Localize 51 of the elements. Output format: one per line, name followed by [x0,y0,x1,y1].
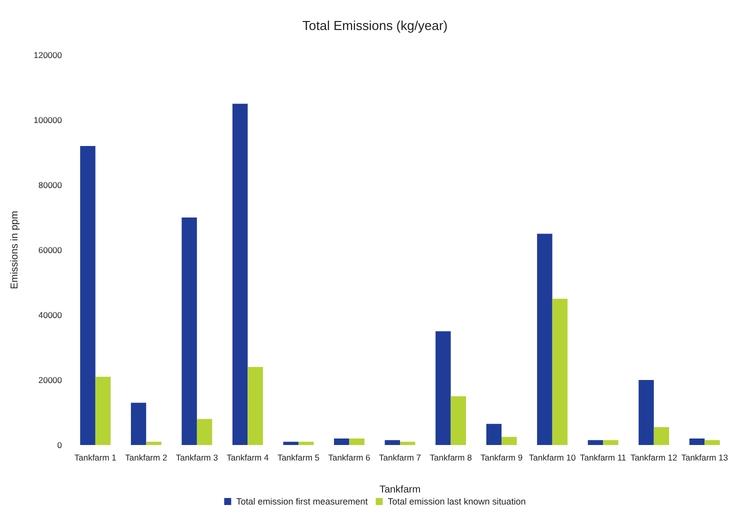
y-tick-label: 100000 [34,115,62,125]
legend-label: Total emission last known situation [388,496,526,506]
bar [638,380,654,445]
legend-label: Total emission first measurement [236,496,368,506]
bar [603,440,618,445]
x-tick-label: Tankfarm 1 [74,452,117,462]
bar [248,367,263,445]
x-tick-label: Tankfarm 9 [480,452,523,462]
x-tick-label: Tankfarm 7 [378,452,422,462]
x-tick-label: Tankfarm 2 [125,452,168,462]
x-tick-label: Tankfarm 12 [630,452,678,462]
bar [704,440,720,445]
x-tick-label: Tankfarm 10 [528,452,576,462]
x-tick-label: Tankfarm 3 [176,452,218,462]
x-tick-label: Tankfarm 4 [226,452,269,462]
x-tick-label: Tankfarm 5 [277,452,320,462]
bar [552,298,568,445]
bar [298,442,314,445]
bar [130,402,146,445]
x-tick-label: Tankfarm 6 [328,452,371,462]
bar [400,442,416,445]
bar [537,234,552,445]
y-tick-label: 40000 [38,310,62,320]
y-tick-label: 60000 [38,245,62,255]
x-axis-title: Tankfarm [379,484,421,496]
bar [146,442,162,445]
bar [196,419,212,445]
bar [689,438,705,445]
bar [588,440,604,445]
chart-title: Total Emissions (kg/year) [302,18,448,33]
bar [283,442,298,445]
bar [95,376,111,445]
y-tick-label: 120000 [34,50,62,60]
bar [450,396,466,445]
y-tick-label: 0 [57,440,62,450]
bar [502,436,517,445]
x-tick-label: Tankfarm 11 [580,452,626,462]
bar [182,218,197,445]
bar [232,104,248,445]
bar [654,427,670,445]
bar [334,438,350,445]
y-tick-label: 20000 [38,375,62,385]
bar [436,331,451,445]
bar [384,440,400,445]
bar [486,424,502,445]
x-tick-label: Tankfarm 13 [681,452,728,462]
bar [349,438,364,445]
bar [80,146,96,445]
x-tick-label: Tankfarm 8 [430,452,472,462]
y-axis-title: Emissions in ppm [10,210,20,290]
y-tick-label: 80000 [38,180,62,190]
